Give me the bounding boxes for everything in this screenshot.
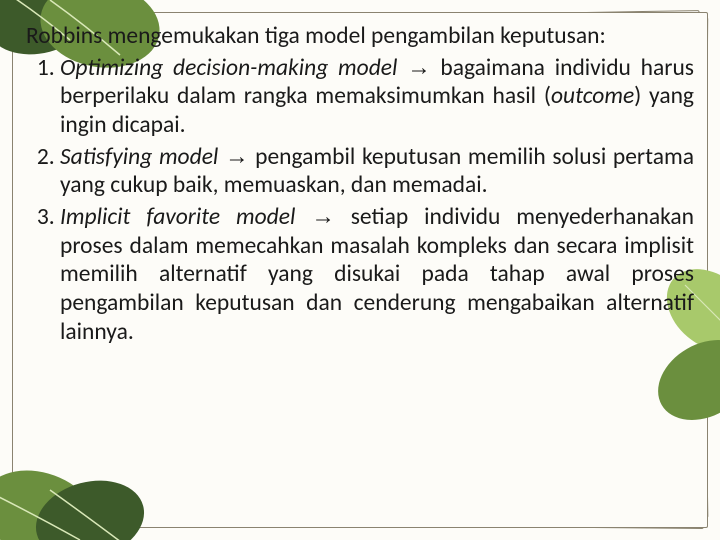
desc-italic: outcome xyxy=(551,82,634,110)
list-item: Optimizing decision-making model → bagai… xyxy=(60,53,694,140)
arrow-icon: → xyxy=(311,203,335,229)
term: Implicit favorite model xyxy=(60,203,295,231)
arrow-icon: → xyxy=(407,54,431,80)
term: Satisfying model xyxy=(60,143,218,171)
list-item: Implicit favorite model → setiap individ… xyxy=(60,202,694,346)
text-content: Robbins mengemukakan tiga model pengambi… xyxy=(26,22,694,518)
arrow-icon: → xyxy=(225,143,249,169)
model-list: Optimizing decision-making model → bagai… xyxy=(26,53,694,347)
list-item: Satisfying model → pengambil keputusan m… xyxy=(60,142,694,200)
term: Optimizing decision-making model xyxy=(60,54,397,82)
intro-text: Robbins mengemukakan tiga model pengambi… xyxy=(26,22,694,51)
slide: Robbins mengemukakan tiga model pengambi… xyxy=(0,0,720,540)
